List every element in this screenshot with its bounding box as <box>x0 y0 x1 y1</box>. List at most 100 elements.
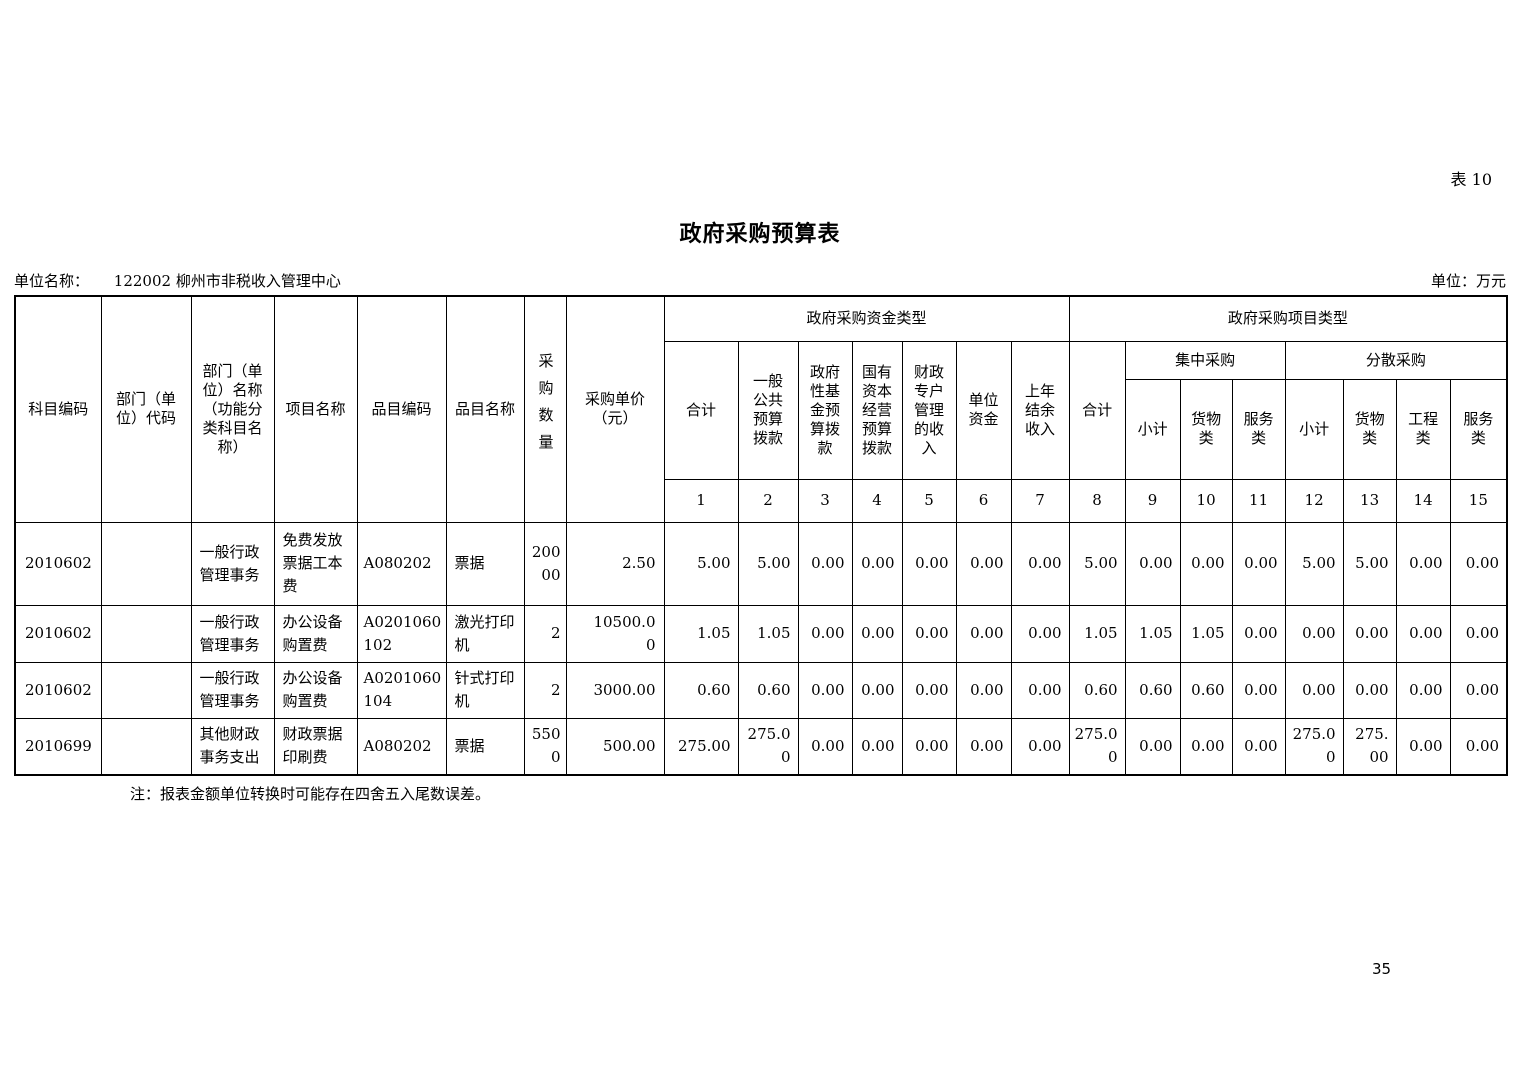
table-cell: 5500 <box>523 717 567 776</box>
col-header-dec-services: 服务类 <box>1449 378 1508 480</box>
table-cell: 针式打印机 <box>445 661 525 719</box>
table-row: 2010602 一般行政管理事务 办公设备购置费 A0201060104 针式打… <box>14 661 1508 719</box>
table-cell: 0.00 <box>955 717 1012 776</box>
table-cell <box>100 717 192 776</box>
table-cell: 2.50 <box>565 521 665 606</box>
table-cell: 0.60 <box>1179 661 1233 719</box>
table-cell: A080202 <box>356 717 447 776</box>
table-cell: 275.00 <box>1068 717 1126 776</box>
table-cell: 275.00 <box>1284 717 1344 776</box>
table-cell: 3000.00 <box>565 661 665 719</box>
group-header-decentralized: 分散采购 <box>1284 340 1508 380</box>
table-cell: 20000 <box>523 521 567 606</box>
table-cell: 1.05 <box>1124 604 1181 663</box>
qty-vertical-label: 采购数量 <box>536 352 555 461</box>
unit-name-label: 单位名称： <box>14 272 90 290</box>
col-number: 8 <box>1068 478 1126 523</box>
table-cell: 办公设备购置费 <box>273 604 358 663</box>
col-header-project-name: 项目名称 <box>273 295 358 523</box>
col-number: 11 <box>1231 478 1286 523</box>
table-cell: 激光打印机 <box>445 604 525 663</box>
table-cell: 1.05 <box>1179 604 1233 663</box>
table-cell: 0.00 <box>955 521 1012 606</box>
table-cell: 0.60 <box>737 661 799 719</box>
table-cell: 免费发放票据工本费 <box>273 521 358 606</box>
col-header-subject-code: 科目编码 <box>14 295 102 523</box>
table-cell: 0.00 <box>1449 521 1508 606</box>
table-cell: 275.00 <box>1342 717 1397 776</box>
col-header-dec-goods: 货物类 <box>1342 378 1397 480</box>
table-cell: A0201060102 <box>356 604 447 663</box>
col-header-unit-price: 采购单价（元） <box>565 295 665 523</box>
col-header-unit-funds: 单位资金 <box>955 340 1012 480</box>
unit-label: 单位：万元 <box>1430 272 1506 290</box>
col-number: 6 <box>955 478 1012 523</box>
table-cell: 500.00 <box>565 717 665 776</box>
col-header-item-name: 品目名称 <box>445 295 525 523</box>
table-cell: 5.00 <box>1068 521 1126 606</box>
col-header-dept-name: 部门（单位）名称（功能分类科目名称） <box>190 295 275 523</box>
table-cell: 0.60 <box>1124 661 1181 719</box>
col-header-dec-subtotal: 小计 <box>1284 378 1344 480</box>
table-cell: 0.00 <box>1010 661 1070 719</box>
table-cell: 0.00 <box>1395 521 1451 606</box>
table-cell: 票据 <box>445 521 525 606</box>
col-number: 4 <box>851 478 903 523</box>
table-cell: 2010699 <box>14 717 102 776</box>
col-number: 3 <box>797 478 853 523</box>
col-number: 15 <box>1449 478 1508 523</box>
table-cell: 0.00 <box>1231 521 1286 606</box>
table-cell: 5.00 <box>663 521 739 606</box>
table-cell: 0.00 <box>1179 717 1233 776</box>
table-cell: 2 <box>523 661 567 719</box>
table-cell: 0.00 <box>1231 661 1286 719</box>
col-header-qty: 采购数量 <box>523 295 567 523</box>
table-cell: 1.05 <box>1068 604 1126 663</box>
table-cell: A0201060104 <box>356 661 447 719</box>
table-row: 2010602 一般行政管理事务 免费发放票据工本费 A080202 票据 20… <box>14 521 1508 606</box>
table-cell: 2010602 <box>14 521 102 606</box>
col-header-item-code: 品目编码 <box>356 295 447 523</box>
table-cell <box>100 604 192 663</box>
col-header-fund-total: 合计 <box>663 340 739 480</box>
table-cell: 275.00 <box>663 717 739 776</box>
col-header-dept-code: 部门（单位）代码 <box>100 295 192 523</box>
table-cell: 0.60 <box>663 661 739 719</box>
table-cell: 0.00 <box>797 521 853 606</box>
table-cell: 0.00 <box>1124 717 1181 776</box>
col-header-cent-goods: 货物类 <box>1179 378 1233 480</box>
header-row-leaf: 小计 货物类 服务类 小计 货物类 工程类 服务类 <box>15 378 1508 480</box>
table-cell: 0.60 <box>1068 661 1126 719</box>
col-header-fiscal-account-income: 财政专户管理的收入 <box>901 340 957 480</box>
table-cell: 0.00 <box>1449 717 1508 776</box>
table-cell: 10500.00 <box>565 604 665 663</box>
col-header-general-budget: 一般公共预算拨款 <box>737 340 799 480</box>
table-cell: 0.00 <box>851 661 903 719</box>
table-cell: 0.00 <box>797 661 853 719</box>
table-cell: 财政票据印刷费 <box>273 717 358 776</box>
table-cell: 0.00 <box>1284 604 1344 663</box>
table-cell: 0.00 <box>851 604 903 663</box>
table-cell: 0.00 <box>1231 604 1286 663</box>
col-number: 14 <box>1395 478 1451 523</box>
table-cell: 5.00 <box>1284 521 1344 606</box>
table-cell: 0.00 <box>1284 661 1344 719</box>
table-cell: 0.00 <box>1449 604 1508 663</box>
header-row-groups: 科目编码 部门（单位）代码 部门（单位）名称（功能分类科目名称） 项目名称 品目… <box>14 295 1508 523</box>
table-cell: 0.00 <box>901 521 957 606</box>
table-cell: 0.00 <box>1179 521 1233 606</box>
table-cell: 1.05 <box>663 604 739 663</box>
table-cell: 0.00 <box>1395 661 1451 719</box>
table-cell: 一般行政管理事务 <box>190 661 275 719</box>
header-row-subgroups: 合计 一般公共预算拨款 政府性基金预算拨款 国有资本经营预算拨款 财政专户管理的… <box>15 340 1508 480</box>
table-cell: 0.00 <box>901 661 957 719</box>
table-cell: 0.00 <box>955 604 1012 663</box>
unit-name-value: 122002 柳州市非税收入管理中心 <box>113 272 341 290</box>
group-header-project-type: 政府采购项目类型 <box>1068 295 1508 342</box>
col-header-type-total: 合计 <box>1068 340 1126 480</box>
col-number: 7 <box>1010 478 1070 523</box>
col-header-prev-year-balance: 上年结余收入 <box>1010 340 1070 480</box>
col-number: 9 <box>1124 478 1181 523</box>
table-cell: 一般行政管理事务 <box>190 604 275 663</box>
table-cell: 票据 <box>445 717 525 776</box>
